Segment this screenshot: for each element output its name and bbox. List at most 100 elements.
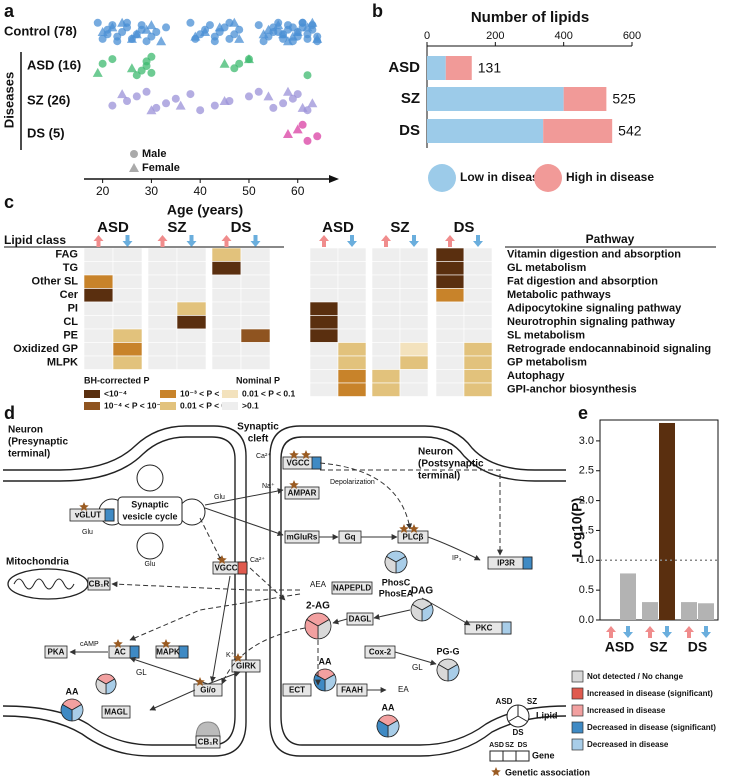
vesicle-cycle-label: vesicle cycle <box>122 511 177 521</box>
heatmap-cell <box>399 328 429 343</box>
heatmap-cell <box>83 247 114 262</box>
heatmap-cell <box>371 355 401 370</box>
male-point <box>93 18 102 27</box>
male-point <box>235 25 244 34</box>
gene-label: PKA <box>48 648 65 657</box>
male-point <box>210 101 219 110</box>
heatmap-cell <box>83 342 114 357</box>
male-point <box>303 136 312 145</box>
lipid-pie-sector <box>304 618 319 640</box>
postsynaptic-membrane <box>269 425 567 757</box>
heatmap-cell <box>399 369 429 384</box>
x-tick-label: 30 <box>145 184 159 198</box>
heatmap-cell <box>463 369 493 384</box>
pathway-arrow <box>373 609 411 620</box>
panel-label: e <box>578 403 588 423</box>
legend-swatch <box>222 402 238 410</box>
heatmap-cell <box>399 301 429 316</box>
vesicle-cycle-box <box>117 496 183 526</box>
heatmap-cell <box>211 274 242 289</box>
legend-swatch <box>571 704 584 717</box>
x-tick-label: 0 <box>424 30 430 42</box>
heatmap-cell <box>371 261 401 276</box>
postsynaptic-membrane <box>280 436 567 746</box>
pie-legend-dividers <box>508 705 528 722</box>
y-tick-label: ASD <box>388 59 420 76</box>
male-point <box>196 106 205 115</box>
heatmap-cell <box>463 274 493 289</box>
y-tick-label: DS <box>399 122 420 139</box>
gene-legend-title: Gene <box>532 750 555 760</box>
legend-swatch <box>84 390 100 398</box>
heatmap-cell <box>399 315 429 330</box>
male-point <box>137 21 146 30</box>
female-point <box>307 98 318 108</box>
heatmap-cell <box>371 382 401 397</box>
pathway-arrow <box>427 536 481 561</box>
heatmap-cell <box>309 261 339 276</box>
male-point <box>147 68 156 77</box>
heatmap-cell <box>211 301 242 316</box>
genetic-association-star <box>195 677 205 687</box>
lipid-pie-sector <box>306 612 330 627</box>
gene-label: NAPEPLD <box>333 584 371 593</box>
male-point <box>108 101 117 110</box>
male-point <box>254 21 263 30</box>
male-point <box>293 90 302 99</box>
legend-label: 10⁻³ < P < 0.01 <box>180 388 238 398</box>
genetic-association-star <box>491 767 501 777</box>
lipid-pie-sector <box>376 719 389 738</box>
heatmap-cell <box>112 247 143 262</box>
lipid-pie-sector <box>447 663 460 682</box>
heatmap-cell <box>211 355 242 370</box>
heatmap-cell <box>463 328 493 343</box>
male-point <box>313 132 322 141</box>
gene-box <box>195 735 221 749</box>
pathway-label: Metabolic pathways <box>507 289 611 301</box>
male-point <box>269 103 278 112</box>
legend-label: Decreased in disease <box>587 740 669 749</box>
lipid-class-label: FAG <box>55 249 78 261</box>
male-point <box>162 23 171 32</box>
heatmap-cell <box>211 342 242 357</box>
gene-legend-box <box>515 750 530 762</box>
gene-state <box>237 561 248 575</box>
pathway-arrow <box>129 656 209 685</box>
genetic-association-star <box>79 502 89 512</box>
gene-label: Gi/o <box>200 686 216 695</box>
heatmap-cell <box>337 288 367 303</box>
heatmap-cell <box>337 247 367 262</box>
bar-segment <box>427 56 446 80</box>
pathway-arrow <box>111 581 300 591</box>
x-tick-label: 40 <box>194 184 208 198</box>
gene-label: PLCβ <box>403 533 424 542</box>
gene-legend-label: SZ <box>505 742 515 749</box>
heatmap-cell <box>337 274 367 289</box>
panel-label: d <box>4 403 15 423</box>
legend-label: Not detected / No change <box>587 672 684 681</box>
gene-legend-label: ASD <box>489 742 504 749</box>
bar <box>659 422 675 620</box>
y-tick-label: SZ <box>401 90 420 107</box>
male-point <box>298 120 307 129</box>
heatmap-cell <box>399 382 429 397</box>
heatmap-cell <box>309 382 339 397</box>
heatmap-cell <box>240 274 271 289</box>
female-point <box>287 31 298 41</box>
heatmap-cell <box>147 247 178 262</box>
x-tick-label: 60 <box>291 184 305 198</box>
up-arrow <box>606 626 616 638</box>
pathway-label: GPI-anchor biosynthesis <box>507 384 637 396</box>
lipid-label: DAG <box>411 586 433 597</box>
male-point <box>186 18 195 27</box>
legend-label: 10⁻⁴ < P < 10⁻³ <box>104 400 164 410</box>
lipid-label: EA <box>398 685 409 694</box>
gene-box <box>282 683 312 697</box>
male-point <box>288 23 297 32</box>
down-arrow <box>409 235 419 247</box>
female-point <box>219 58 230 68</box>
pathway-header: Pathway <box>586 232 635 246</box>
pie-legend-label: DS <box>512 728 524 737</box>
female-point <box>282 129 293 138</box>
gene-label: GIRK <box>236 662 256 671</box>
